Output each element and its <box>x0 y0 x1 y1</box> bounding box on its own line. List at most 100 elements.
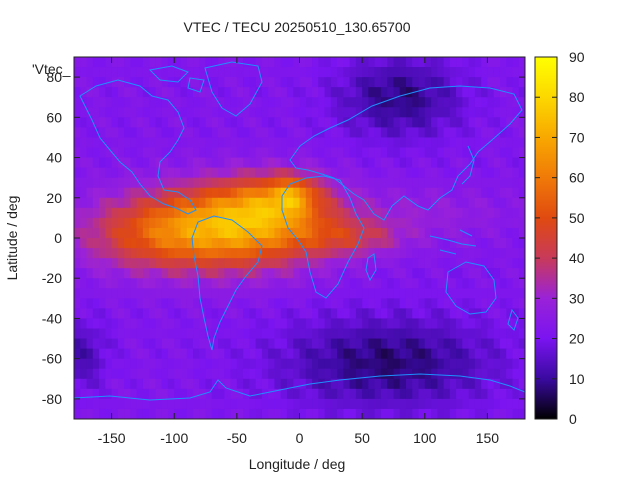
heatmap-cell <box>186 298 194 309</box>
heatmap-cell <box>362 177 370 189</box>
heatmap-cell <box>243 97 250 108</box>
heatmap-cell <box>312 268 319 279</box>
heatmap-cell <box>374 217 382 229</box>
heatmap-cell <box>136 187 144 199</box>
heatmap-cell <box>518 117 525 128</box>
heatmap-cell <box>218 408 225 419</box>
heatmap-cell <box>349 107 357 118</box>
heatmap-cell <box>261 268 269 279</box>
heatmap-cell <box>393 207 401 219</box>
heatmap-cell <box>349 308 357 320</box>
heatmap-cell <box>424 258 432 269</box>
heatmap-cell <box>180 388 188 400</box>
heatmap-cell <box>380 157 388 169</box>
heatmap-cell <box>380 308 388 320</box>
heatmap-cell <box>481 177 489 189</box>
heatmap-cell <box>399 167 407 179</box>
heatmap-cell <box>337 97 344 108</box>
heatmap-cell <box>324 187 332 199</box>
heatmap-cell <box>456 207 463 219</box>
heatmap-cell <box>343 217 351 229</box>
heatmap-cell <box>174 248 182 259</box>
heatmap-cell <box>124 248 131 259</box>
heatmap-cell <box>236 97 244 108</box>
y-tick-label: 60 <box>46 109 62 125</box>
heatmap-cell <box>261 127 269 139</box>
heatmap-cell <box>205 107 213 118</box>
heatmap-cell <box>431 408 438 419</box>
heatmap-cell <box>374 77 382 88</box>
heatmap-cell <box>481 308 489 320</box>
heatmap-cell <box>142 197 150 209</box>
heatmap-cell <box>431 137 438 149</box>
heatmap-cell <box>412 97 420 108</box>
heatmap-cell <box>330 197 338 209</box>
heatmap-cell <box>249 217 257 229</box>
heatmap-cell <box>330 258 338 269</box>
heatmap-cell <box>161 187 169 199</box>
heatmap-cell <box>374 117 382 128</box>
heatmap-cell <box>218 398 225 410</box>
heatmap-cell <box>324 378 332 390</box>
heatmap-cell <box>312 258 319 269</box>
heatmap-cell <box>117 368 125 380</box>
heatmap-cell <box>149 288 157 299</box>
heatmap-cell <box>92 258 100 269</box>
heatmap-cell <box>111 338 119 350</box>
heatmap-cell <box>349 378 357 390</box>
heatmap-cell <box>318 97 326 108</box>
heatmap-cell <box>312 57 319 68</box>
heatmap-cell <box>493 147 501 159</box>
heatmap-cell <box>124 147 131 159</box>
heatmap-cell <box>80 378 88 390</box>
heatmap-cell <box>274 388 282 400</box>
heatmap-cell <box>424 378 432 390</box>
heatmap-cell <box>462 248 470 259</box>
heatmap-cell <box>374 197 382 209</box>
heatmap-cell <box>487 167 495 179</box>
heatmap-cell <box>449 328 457 340</box>
heatmap-cell <box>92 187 100 199</box>
heatmap-cell <box>418 288 426 299</box>
heatmap-cell <box>393 197 401 209</box>
heatmap-cell <box>293 258 301 269</box>
heatmap-cell <box>124 157 131 169</box>
heatmap-cell <box>136 368 144 380</box>
heatmap-cell <box>487 197 495 209</box>
heatmap-cell <box>399 117 407 128</box>
heatmap-cell <box>255 187 263 199</box>
heatmap-cell <box>99 137 106 149</box>
coastline-arctic-islands <box>148 65 205 93</box>
heatmap-cell <box>236 398 244 410</box>
heatmap-cell <box>142 137 150 149</box>
heatmap-cell <box>337 348 344 360</box>
heatmap-cell <box>230 217 238 229</box>
heatmap-cell <box>80 187 88 199</box>
heatmap-cell <box>161 137 169 149</box>
heatmap-cell <box>155 318 163 330</box>
heatmap-cell <box>443 157 451 169</box>
heatmap-cell <box>374 298 382 309</box>
heatmap-cell <box>362 207 370 219</box>
heatmap-cell <box>243 248 250 259</box>
heatmap-cell <box>487 368 495 380</box>
heatmap-cell <box>431 117 438 128</box>
heatmap-cell <box>299 358 307 370</box>
heatmap-cell <box>399 358 407 370</box>
heatmap-cell <box>481 378 489 390</box>
coastline-japan <box>461 145 475 185</box>
heatmap-cell <box>412 348 420 360</box>
heatmap-cell <box>493 358 501 370</box>
heatmap-cell <box>468 137 476 149</box>
heatmap-cell <box>305 117 313 128</box>
heatmap-cell <box>330 318 338 330</box>
heatmap-cell <box>481 398 489 410</box>
x-tick-label: -50 <box>227 430 247 446</box>
heatmap-cell <box>261 77 269 88</box>
heatmap-cell <box>380 117 388 128</box>
heatmap-cell <box>230 207 238 219</box>
heatmap-cell <box>224 137 232 149</box>
heatmap-cell <box>412 127 420 139</box>
heatmap-cell <box>474 67 482 78</box>
heatmap-cell <box>74 398 81 410</box>
